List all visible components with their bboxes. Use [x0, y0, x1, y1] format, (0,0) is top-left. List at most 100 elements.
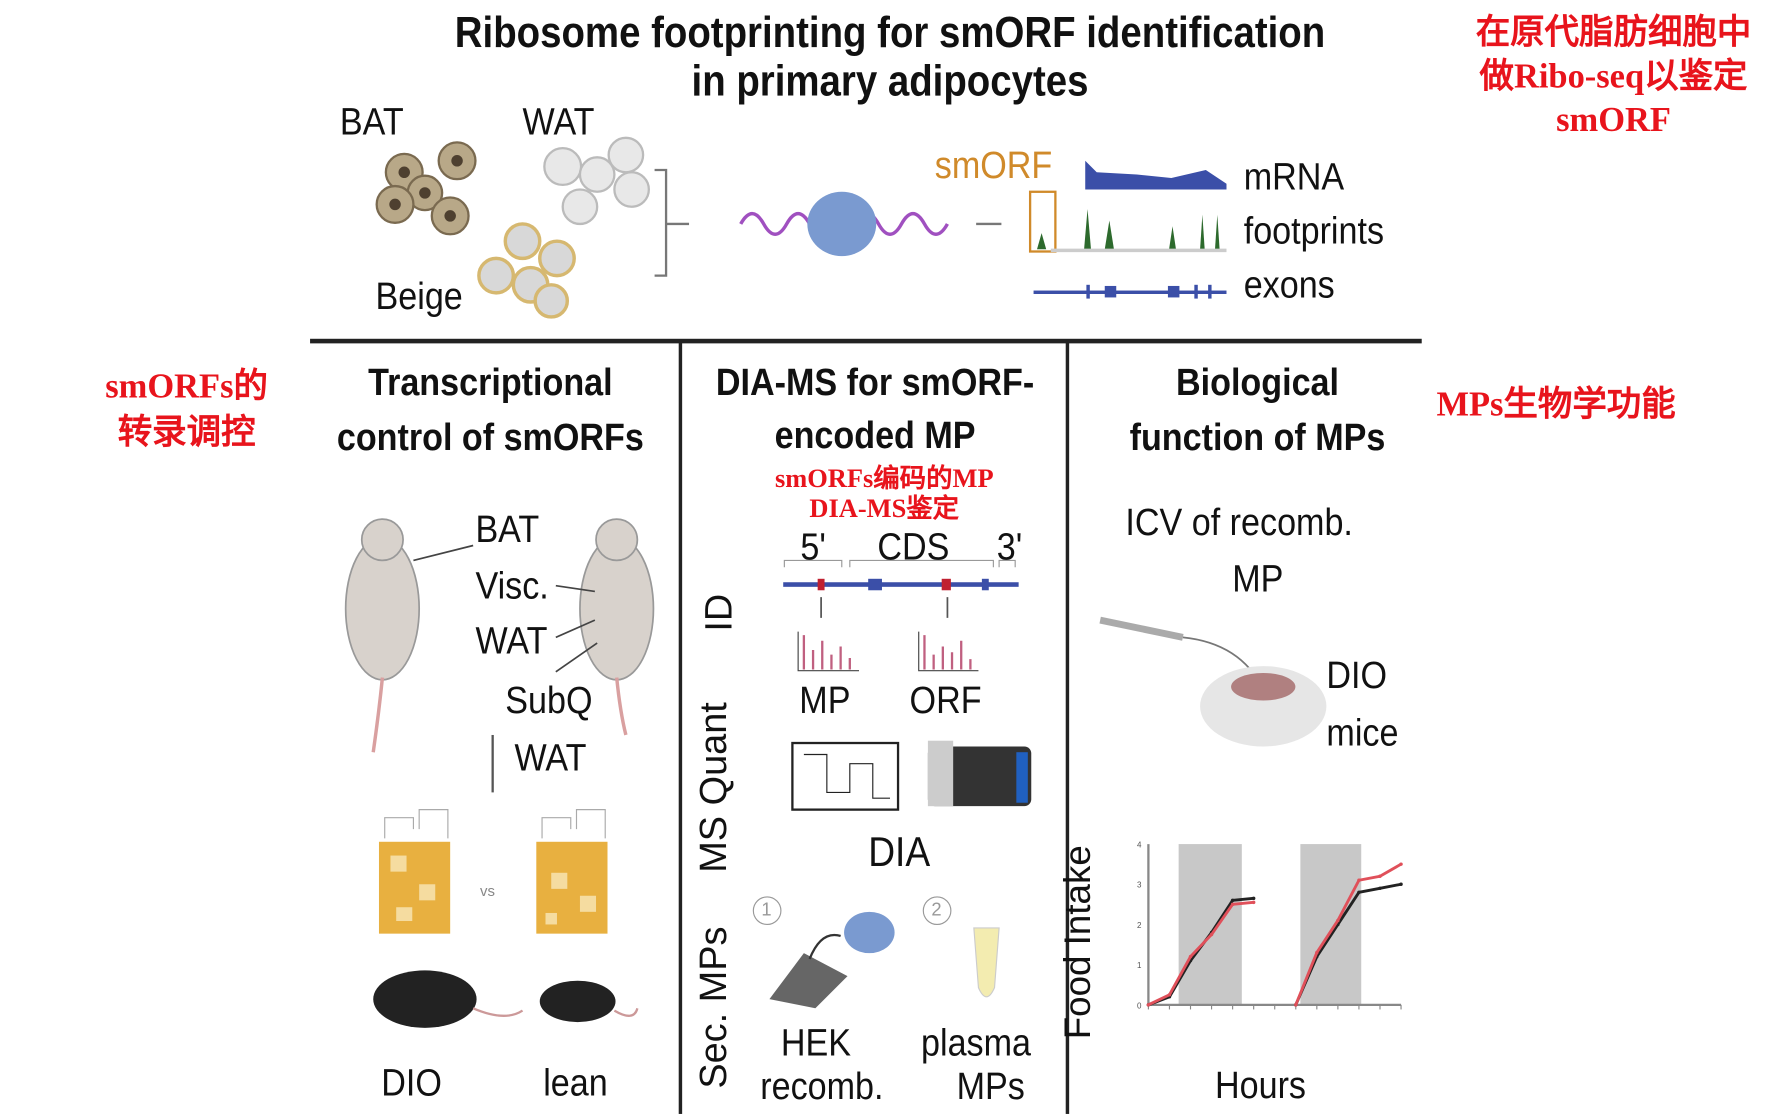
panel2-title-2: encoded MP: [774, 413, 976, 456]
series-line-1: [1147, 862, 1402, 1007]
mrna-track: [1085, 160, 1227, 190]
label-smorf: smORF: [934, 143, 1053, 187]
footprint-track: [1037, 209, 1220, 250]
tissue-wat2: WAT: [514, 736, 587, 779]
y-tick-label: 2: [1137, 921, 1142, 930]
tissue-bat: BAT: [475, 507, 540, 551]
beige-cells-icon: [477, 222, 576, 319]
y-tick-label: 1: [1137, 961, 1142, 970]
divider-horizontal: [310, 338, 1422, 344]
data-point: [1357, 878, 1361, 882]
dio-line2: mice: [1326, 710, 1399, 754]
dia-ms-illustration: [752, 559, 1032, 1009]
data-point: [1146, 1003, 1151, 1007]
smorf-box: [1028, 190, 1057, 253]
track-mrna: mRNA: [1243, 155, 1345, 198]
label-bat: BAT: [339, 99, 404, 143]
data-point: [1251, 896, 1256, 901]
wat-cells-icon: [543, 136, 650, 226]
step1: 1: [761, 900, 772, 920]
data-point: [1209, 932, 1214, 937]
data-point: [1357, 890, 1361, 895]
data-point: [1378, 886, 1382, 891]
divider-right: [1065, 341, 1070, 1114]
mouse-icon: [344, 518, 655, 681]
step2: 2: [931, 900, 942, 920]
data-point: [1378, 874, 1382, 878]
chart-xlabel: Hours: [1215, 1063, 1306, 1106]
icv-injection-illustration: [1099, 616, 1327, 747]
annotation-middle-1: smORFs编码的MP: [774, 463, 994, 493]
data-point: [1336, 918, 1340, 923]
dio-line1: DIO: [1326, 653, 1388, 696]
exons-track: [1033, 284, 1227, 299]
spectrum-icon: [802, 635, 972, 670]
protein-icon: [844, 911, 895, 954]
annotation-top-right-1: 在原代脂肪细胞中: [1475, 13, 1752, 52]
mass-spec-icon: [927, 746, 1032, 807]
divider-left: [678, 341, 683, 1114]
panel2-title-1: DIA-MS for smORF-: [715, 360, 1035, 404]
transcript-icon: [783, 582, 1019, 587]
panel1-title-1: Transcriptional: [368, 360, 613, 404]
annotation-left-2: 转录调控: [117, 413, 256, 452]
mouse-dio: DIO: [381, 1061, 442, 1104]
icv-line1: ICV of recomb.: [1125, 500, 1353, 544]
dark-period-2: [1300, 844, 1362, 1005]
plasma-tube-icon: [973, 927, 1000, 998]
y-tick-label: 0: [1137, 1001, 1142, 1010]
track-footprints: footprints: [1243, 209, 1385, 252]
title-line1: Ribosome footprinting for smORF identifi…: [454, 9, 1326, 58]
label-beige: Beige: [375, 274, 463, 317]
tissue-wat1: WAT: [475, 618, 548, 662]
data-point: [1188, 954, 1193, 959]
panel3-title-1: Biological: [1176, 360, 1339, 404]
annotation-middle-2: DIA-MS鉴定: [809, 493, 960, 523]
source-plasma: plasma: [921, 1020, 1031, 1064]
data-point: [1251, 900, 1256, 905]
vs-label: vs: [480, 881, 495, 900]
panel1-title-2: control of smORFs: [336, 415, 644, 459]
step1-circle: [752, 896, 782, 926]
data-point: [1230, 902, 1235, 907]
y-tick-label: 4: [1137, 841, 1142, 850]
source-mps: MPs: [956, 1064, 1025, 1108]
data-point: [1399, 882, 1403, 886]
tissue-visc: Visc.: [475, 563, 549, 607]
tissue-subq: SubQ: [505, 678, 593, 722]
data-point: [1167, 993, 1172, 997]
data-point: [1399, 862, 1403, 866]
y-tick-label: 3: [1137, 881, 1142, 890]
syringe-icon: [1099, 616, 1184, 641]
mouse-lean: lean: [543, 1061, 608, 1104]
icv-line2: MP: [1232, 556, 1284, 600]
food-intake-chart: 0 1 2 3 4: [1137, 841, 1403, 1010]
dark-period-1: [1178, 844, 1242, 1005]
annotation-left-1: smORFs的: [105, 367, 268, 406]
step2-circle: [922, 896, 952, 926]
hek-cell-icon: [769, 953, 848, 1009]
data-point: [1294, 1003, 1298, 1007]
lean-mouse-icon: [539, 980, 616, 1023]
bracket-arrow-icon: [654, 168, 690, 277]
annotation-right: MPs生物学功能: [1436, 385, 1676, 424]
source-recomb: recomb.: [760, 1064, 884, 1108]
title-line2: in primary adipocytes: [691, 57, 1089, 106]
panel3-title-2: function of MPs: [1129, 415, 1386, 459]
source-hek: HEK: [780, 1020, 852, 1064]
side-label-sec-mps: Sec. MPs: [691, 926, 734, 1089]
chart-ylabel: Food Intake: [1056, 845, 1098, 1040]
annotation-top-right-2: 做Ribo-seq以鉴定: [1479, 57, 1748, 96]
annotation-top-right-3: smORF: [1556, 101, 1671, 139]
mouse-tissue-illustration: [344, 518, 655, 1028]
track-exons: exons: [1243, 262, 1335, 306]
id-orf: ORF: [909, 678, 982, 722]
dia-label: DIA: [868, 827, 931, 876]
label-wat: WAT: [522, 99, 595, 143]
ribosome-icon: [807, 191, 877, 257]
dio-mouse-icon: [373, 970, 477, 1028]
data-point: [1315, 950, 1319, 955]
id-mp: MP: [799, 678, 851, 722]
data-point: [1230, 898, 1235, 903]
